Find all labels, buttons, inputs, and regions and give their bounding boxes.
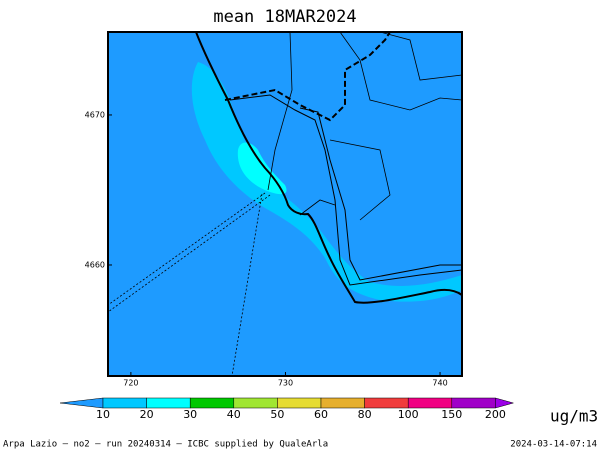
x-tick-label: 720 [123,379,138,388]
colorbar-label: 200 [485,408,506,421]
y-tick-label: 4670 [85,110,105,119]
map [107,31,463,377]
colorbar-label: 30 [183,408,197,421]
colorbar-segment [407,397,453,409]
colorbar-label: 50 [270,408,284,421]
colorbar-segment [451,397,496,409]
colorbar-label: 80 [358,408,372,421]
colorbar-segment [233,397,278,409]
colorbar-label: 100 [398,408,419,421]
colorbar-over [495,397,515,409]
colorbar-label: 60 [314,408,328,421]
colorbar-segment [102,397,147,409]
title: mean 18MAR2024 [213,7,356,27]
colorbar-label: 150 [441,408,462,421]
colorbar-label: 40 [227,408,241,421]
colorbar-segment [320,397,365,409]
colorbar-under [59,397,104,409]
colorbar-segment [364,397,409,409]
colorbar-unit: ug/m3 [550,407,598,426]
footer-right: 2024-03-14-07:14 [510,440,597,450]
colorbar-segment [146,397,191,409]
colorbar-segment [189,397,235,409]
footer-left: Arpa Lazio — no2 — run 20240314 — ICBC s… [3,440,328,450]
plume-core [237,142,287,195]
colorbar-label: 20 [140,408,154,421]
y-tick-label: 4660 [85,260,105,269]
coast-lines [107,31,463,377]
colorbar-label: 10 [96,408,110,421]
colorbar-segment [277,397,322,409]
x-tick-label: 740 [432,379,447,388]
x-tick-label: 730 [278,379,293,388]
